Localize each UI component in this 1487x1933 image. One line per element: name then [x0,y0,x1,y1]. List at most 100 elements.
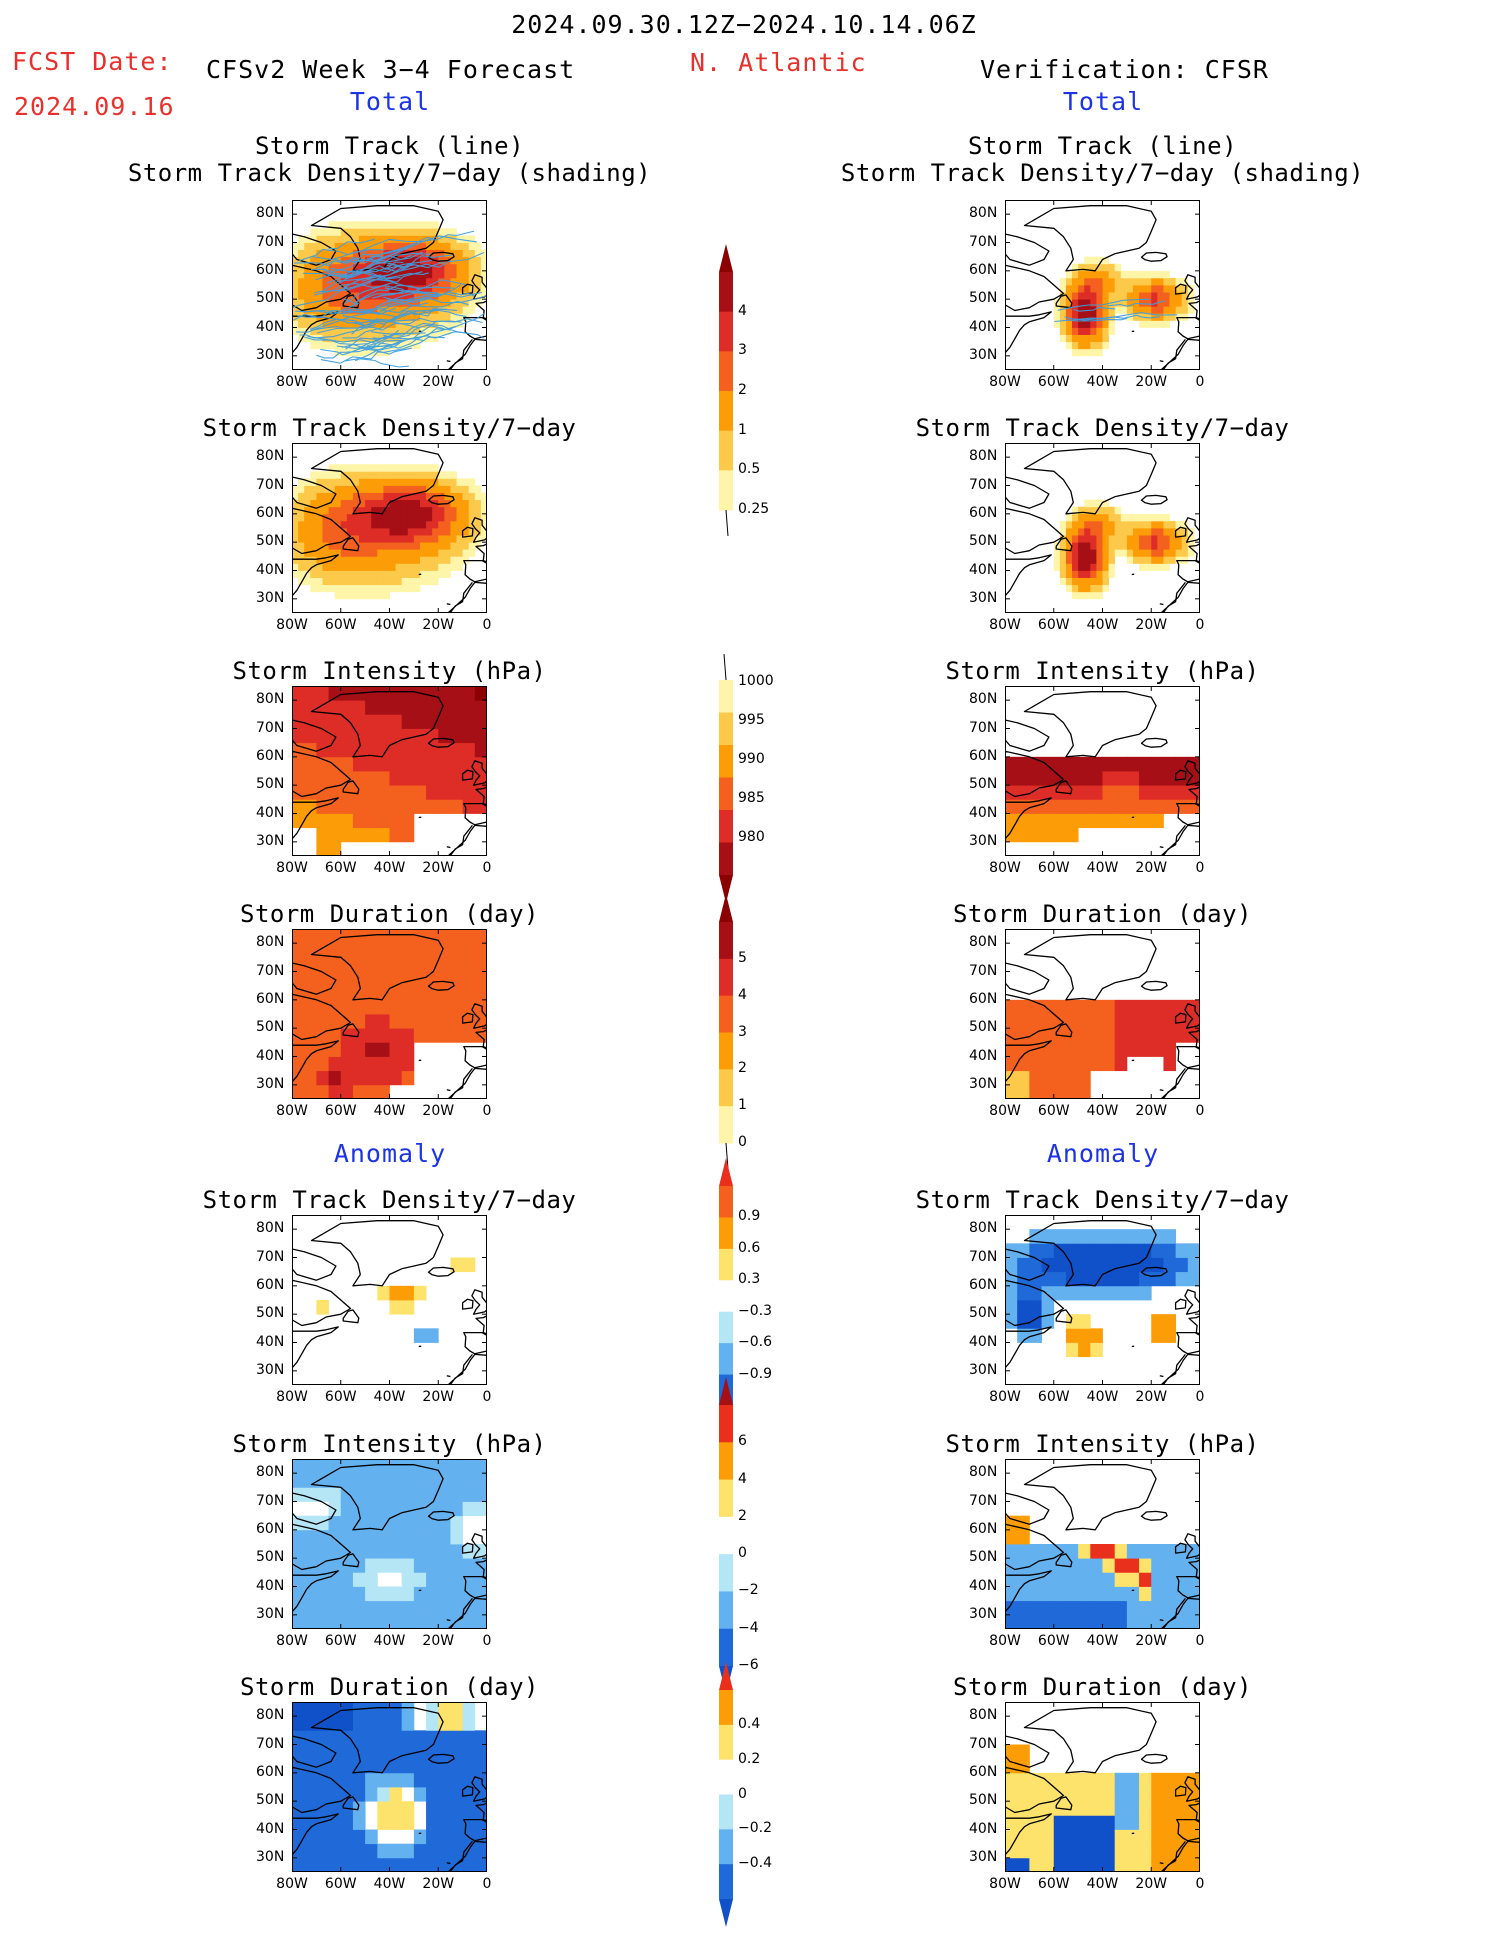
shade-cell [1133,313,1139,320]
shade-cell [390,1544,403,1559]
shade-cell [1115,542,1121,549]
shade-cell [316,771,329,786]
shade-cell [377,1716,390,1731]
coastline [476,544,487,562]
shade-cell [1090,578,1096,585]
shade-cell [450,1773,463,1788]
shade-cell [475,1502,487,1517]
shade-cell [438,542,444,549]
shade-cell [390,578,396,585]
shade-cell [457,521,463,528]
lon-label: 40W [374,1876,406,1892]
shade-cell [408,514,414,521]
shade-cell [1084,542,1090,549]
shade-cell [420,478,426,485]
shade-cell [365,549,371,556]
shade-cell [450,243,456,250]
shade-cell [1078,1343,1091,1358]
colorbar-label: −6 [738,1657,759,1673]
shade-cell [353,1601,366,1616]
shade-cell [377,972,390,987]
shade-cell [1072,521,1078,528]
shade-cell [316,1601,329,1616]
shade-cell [1017,1615,1030,1629]
shade-cell [408,578,414,585]
lat-label: 70N [256,477,284,493]
shade-cell [1042,1844,1055,1859]
shade-cell [420,514,426,521]
fc-duration-title: Storm Duration (day) [240,901,539,928]
shade-cell [1151,1558,1164,1573]
shade-cell [1078,328,1084,335]
shade-cell [292,1459,305,1474]
shade-cell [316,729,329,744]
shade-cell [1115,1801,1128,1816]
shade-cell [329,535,335,542]
shade-cell [365,1057,378,1072]
shade-cell [1182,299,1188,306]
colorbar-duration-swatches [715,892,737,1173]
shade-cell [304,1071,317,1086]
lon-label: 0 [483,617,492,633]
shade-cell [1084,528,1090,535]
shade-cell [1127,1801,1140,1816]
shade-cell [383,592,389,599]
shade-cell [1151,528,1157,535]
shade-cell [390,957,403,972]
coastline [1005,477,1049,508]
shade-cell [1042,1587,1055,1602]
shade-cell [1176,1028,1189,1043]
shade-cell [1090,814,1103,829]
shade-cell [475,1601,487,1616]
vf-density-anom-shading [1005,1229,1200,1357]
lat-label: 70N [256,234,284,250]
shade-cell [341,507,347,514]
shade-cell [1121,549,1127,556]
shade-cell [1103,1587,1116,1602]
shade-cell [1115,528,1121,535]
shade-cell [1078,320,1084,327]
shade-cell [1163,563,1169,570]
shade-cell [414,563,420,570]
shade-cell [359,563,365,570]
shade-cell [377,1815,390,1830]
shade-cell [1078,271,1084,278]
shade-cell [365,1473,378,1488]
shade-cell [1176,299,1182,306]
shade-cell [1090,563,1096,570]
shade-cell [426,471,432,478]
shade-cell [1096,320,1102,327]
shade-cell [353,1572,366,1587]
shade-cell [316,1057,329,1072]
shade-cell [1151,271,1157,278]
shade-cell [1151,1314,1164,1329]
shade-cell [396,585,402,592]
shade-cell [1090,528,1096,535]
shade-cell [475,1572,487,1587]
shade-cell [310,342,316,349]
shade-cell [1066,563,1072,570]
shade-cell [1005,1057,1018,1072]
shade-cell [383,521,389,528]
shade-cell [450,972,463,987]
shade-cell [377,785,390,800]
shade-cell [414,1558,427,1573]
shade-cell [1078,1229,1091,1244]
shade-cell [402,1730,415,1745]
shade-cell [414,556,420,563]
shade-cell [316,493,322,500]
shade-cell [341,1844,354,1859]
shade-cell [1090,1286,1103,1301]
colorbar-swatch [719,431,733,471]
shade-cell [1084,549,1090,556]
shade-cell [402,486,408,493]
shade-cell [298,271,304,278]
shade-cell [390,1028,403,1043]
colorbar-swatch [719,470,733,510]
shade-cell [1060,563,1066,570]
colorbar-swatch [719,1186,733,1218]
shade-cell [1096,542,1102,549]
lat-label: 60N [256,1277,284,1293]
shade-cell [444,563,450,570]
shade-cell [438,1558,451,1573]
